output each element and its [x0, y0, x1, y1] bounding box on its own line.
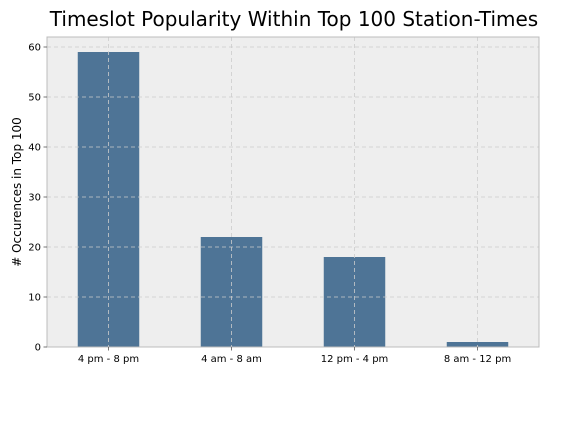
grid-group	[47, 37, 539, 347]
bar-3	[446, 342, 509, 347]
chart-title: Timeslot Popularity Within Top 100 Stati…	[49, 7, 538, 31]
plot-frame	[46, 36, 540, 348]
y-ticks-group: 0 10 20 30 40 50 60	[28, 43, 47, 354]
y-tick-label-1: 10	[28, 293, 41, 304]
y-axis-label: # Occurences in Top 100	[10, 117, 24, 267]
x-tick-label-3: 8 am - 12 pm	[444, 354, 511, 365]
y-tick-label-6: 60	[28, 43, 41, 54]
y-tick-label-4: 40	[28, 143, 41, 154]
x-ticks-group: 4 pm - 8 pm 4 am - 8 am 12 pm - 4 pm 8 am -…	[78, 347, 511, 365]
y-tick-label-5: 50	[28, 93, 41, 104]
x-tick-label-1: 4 am - 8 am	[201, 354, 262, 365]
y-tick-label-0: 0	[35, 343, 41, 354]
x-tick-label-2: 12 pm - 4 pm	[321, 354, 389, 365]
y-tick-label-2: 20	[28, 243, 41, 254]
y-tick-label-3: 30	[28, 193, 41, 204]
x-tick-label-0: 4 pm - 8 pm	[78, 354, 139, 365]
